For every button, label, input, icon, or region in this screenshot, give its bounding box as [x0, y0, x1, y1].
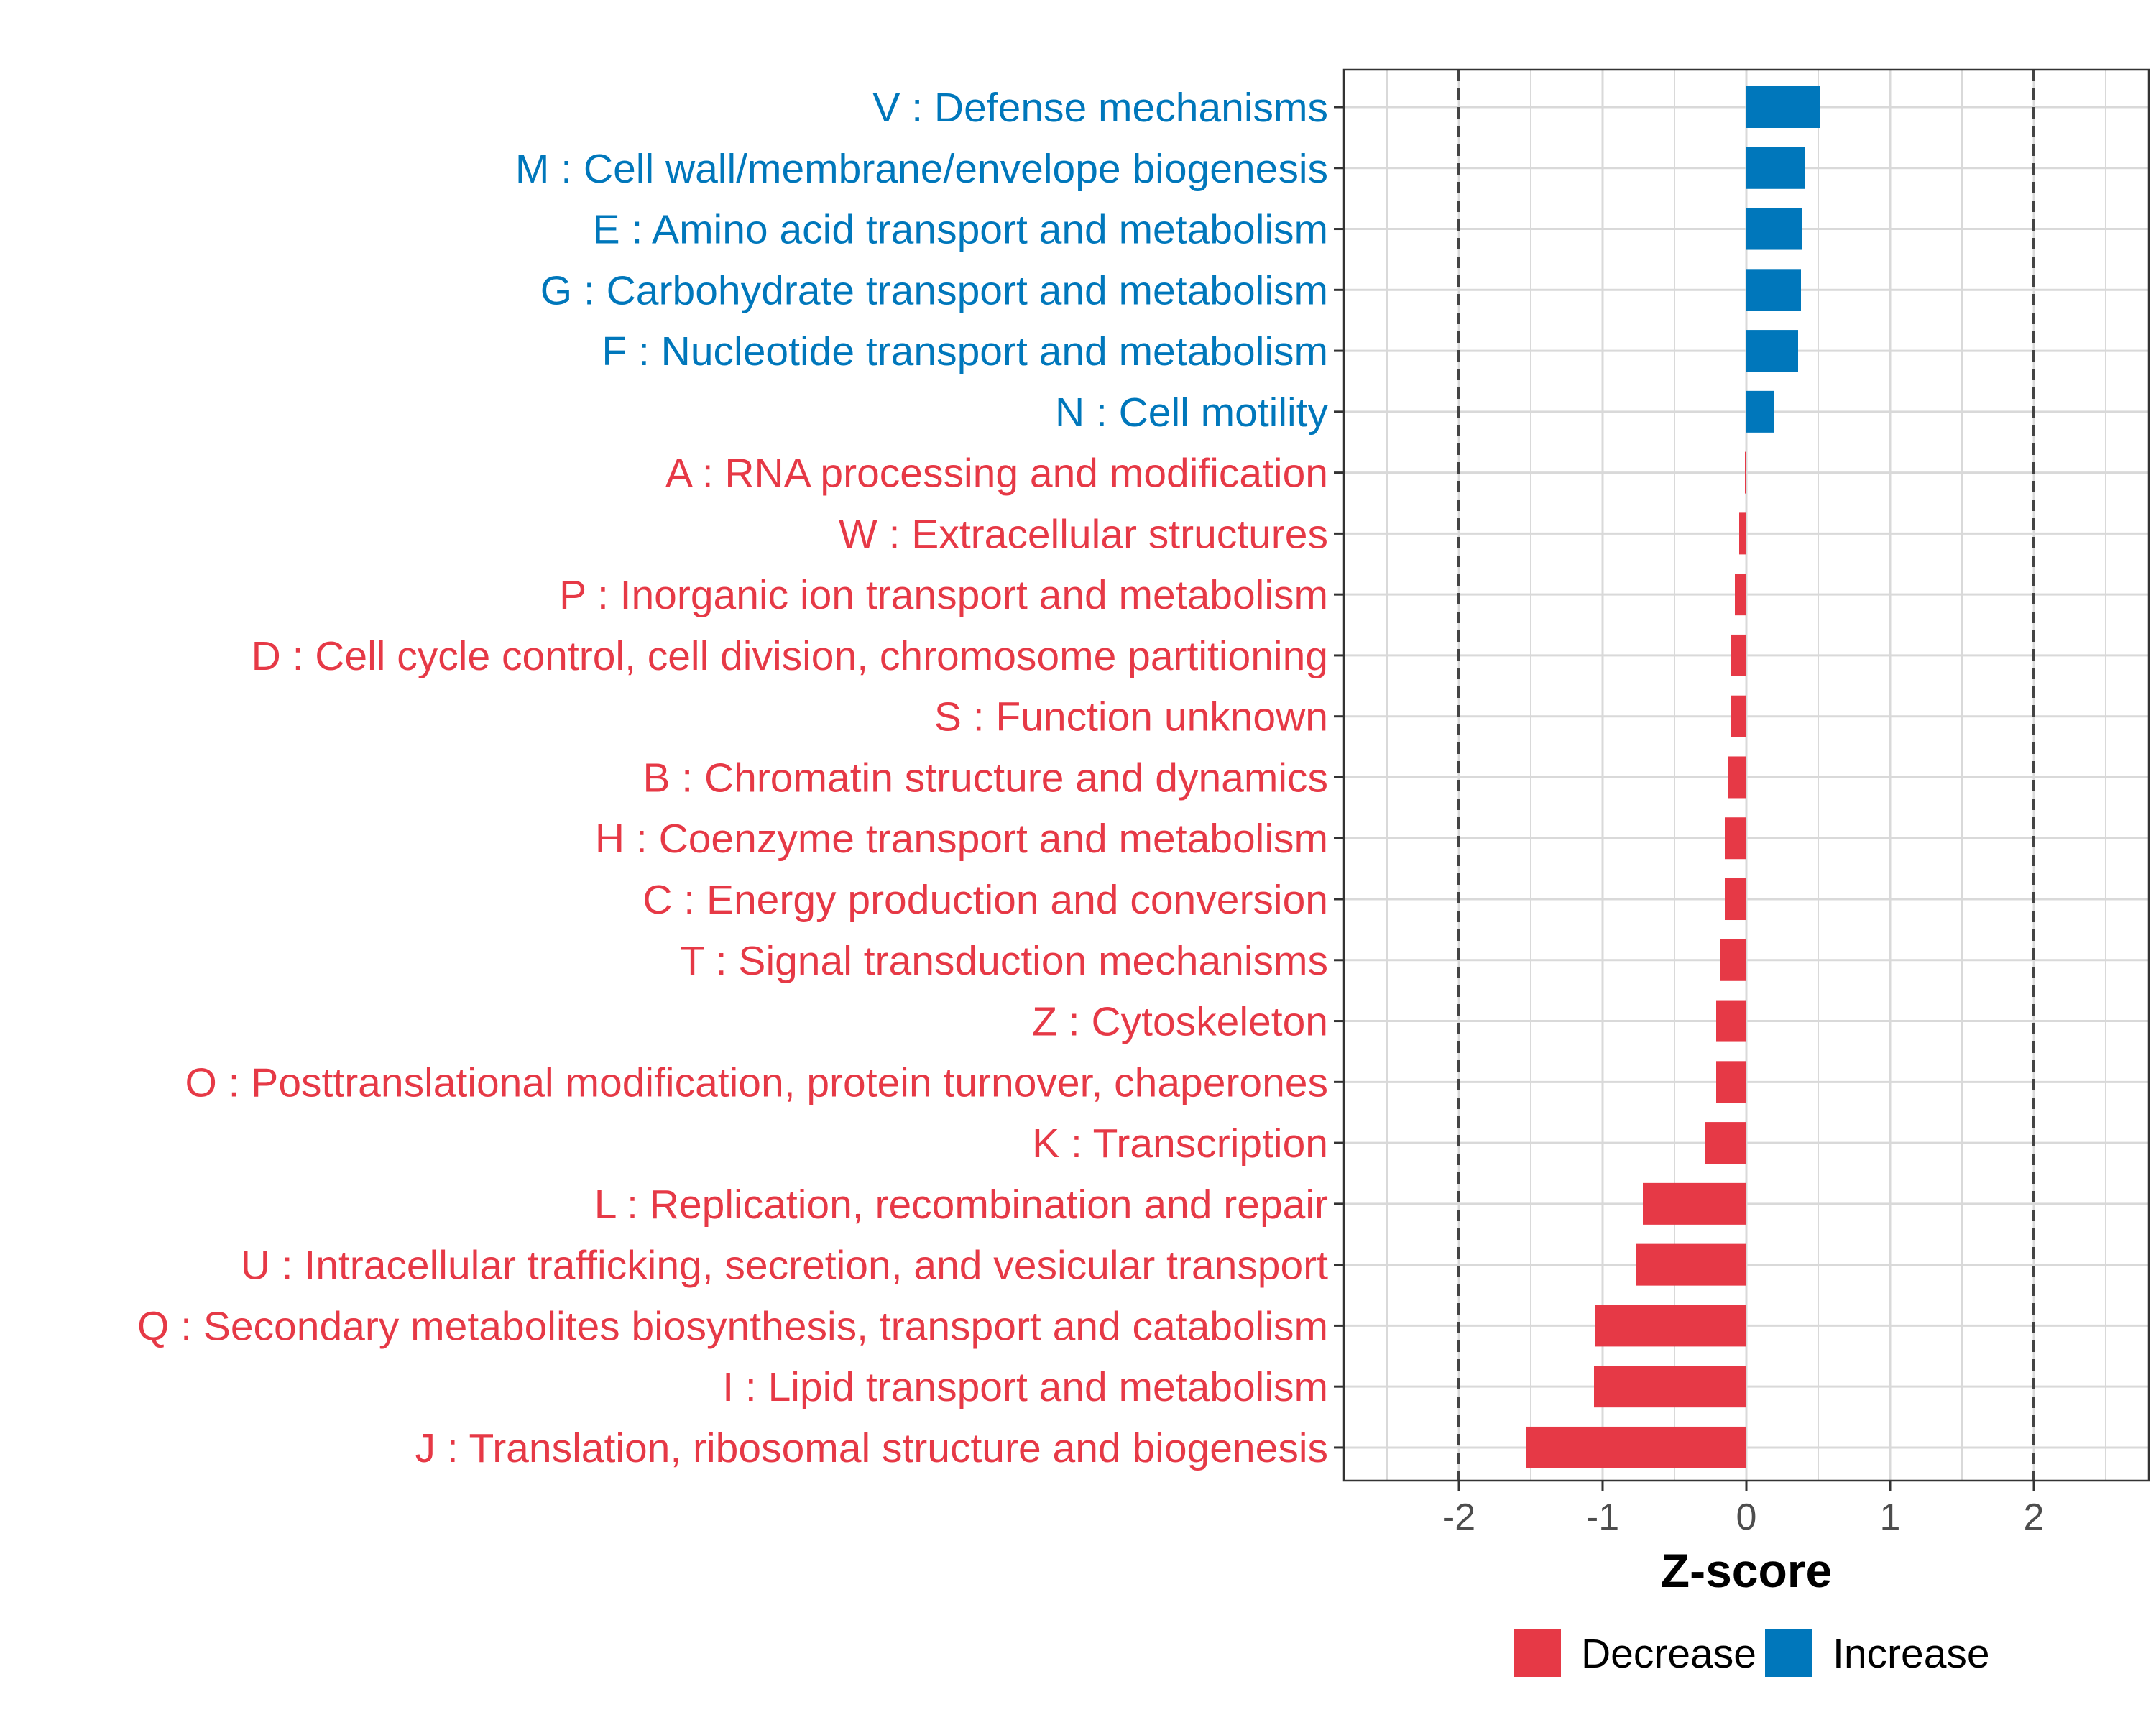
- legend-swatch-decrease: [1514, 1629, 1561, 1677]
- bar-q: [1595, 1305, 1746, 1347]
- category-label: Z : Cytoskeleton: [1032, 999, 1328, 1045]
- bar-i: [1594, 1366, 1746, 1408]
- bar-f: [1746, 330, 1798, 372]
- threshold-layer: [1457, 70, 2035, 1481]
- x-tick-label: -2: [1442, 1496, 1475, 1538]
- category-label: P : Inorganic ion transport and metaboli…: [559, 572, 1328, 618]
- bar-k: [1705, 1122, 1746, 1164]
- x-axis-title: Z-score: [1661, 1544, 1832, 1597]
- category-label: M : Cell wall/membrane/envelope biogenes…: [515, 146, 1328, 192]
- x-tick-label: -1: [1586, 1496, 1619, 1538]
- bar-m: [1746, 147, 1805, 189]
- legend-label-decrease: Decrease: [1581, 1631, 1756, 1677]
- category-label: C : Energy production and conversion: [642, 877, 1328, 923]
- y-axis: V : Defense mechanisms M : Cell wall/memb…: [137, 85, 1344, 1471]
- category-label: J : Translation, ribosomal structure and…: [415, 1425, 1328, 1471]
- bar-u: [1636, 1243, 1746, 1286]
- category-label: W : Extracellular structures: [839, 511, 1328, 557]
- bar-t: [1720, 939, 1746, 981]
- category-label: O : Posttranslational modification, prot…: [185, 1059, 1328, 1105]
- bar-j: [1526, 1426, 1746, 1468]
- category-label: V : Defense mechanisms: [872, 85, 1328, 131]
- legend-swatch-increase: [1765, 1629, 1812, 1677]
- category-label: H : Coenzyme transport and metabolism: [595, 816, 1328, 862]
- bar-n: [1746, 390, 1774, 433]
- category-label: F : Nucleotide transport and metabolism: [602, 328, 1328, 374]
- x-tick-label: 2: [2024, 1496, 2045, 1538]
- bar-v: [1746, 86, 1820, 128]
- bar-b: [1728, 756, 1746, 799]
- category-label: L : Replication, recombination and repai…: [594, 1182, 1328, 1228]
- bar-e: [1746, 208, 1802, 250]
- category-label: E : Amino acid transport and metabolism: [593, 207, 1328, 253]
- category-label: N : Cell motility: [1055, 390, 1329, 436]
- bar-layer: [1526, 86, 1820, 1468]
- x-axis: -2 -1 0 1 2: [1442, 1481, 2045, 1538]
- bar-c: [1725, 878, 1746, 921]
- bar-h: [1725, 817, 1746, 860]
- category-label: D : Cell cycle control, cell division, c…: [252, 633, 1328, 679]
- category-label: S : Function unknown: [934, 694, 1328, 740]
- x-tick-label: 0: [1736, 1496, 1757, 1538]
- bar-w: [1739, 512, 1746, 555]
- legend-label-increase: Increase: [1833, 1631, 1990, 1677]
- bar-g: [1746, 269, 1801, 311]
- bar-a: [1745, 451, 1746, 494]
- category-label: Q : Secondary metabolites biosynthesis, …: [137, 1303, 1328, 1349]
- bar-d: [1731, 634, 1746, 676]
- bar-p: [1735, 574, 1746, 616]
- category-label: U : Intracellular trafficking, secretion…: [241, 1243, 1328, 1289]
- category-label: B : Chromatin structure and dynamics: [642, 755, 1328, 801]
- category-label: I : Lipid transport and metabolism: [722, 1364, 1328, 1410]
- bar-s: [1731, 695, 1746, 737]
- bar-o: [1716, 1061, 1746, 1103]
- category-label: T : Signal transduction mechanisms: [680, 938, 1328, 984]
- category-label: G : Carbohydrate transport and metabolis…: [540, 267, 1328, 313]
- category-label: A : RNA processing and modification: [665, 451, 1328, 497]
- category-label: K : Transcription: [1032, 1121, 1328, 1167]
- legend: Decrease Increase: [1514, 1629, 1990, 1677]
- bar-l: [1643, 1182, 1746, 1225]
- bar-z: [1716, 1000, 1746, 1042]
- x-tick-label: 1: [1880, 1496, 1901, 1538]
